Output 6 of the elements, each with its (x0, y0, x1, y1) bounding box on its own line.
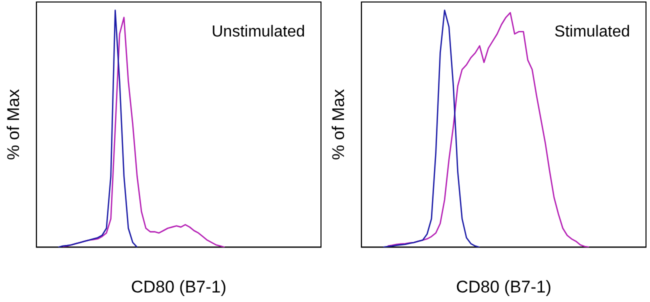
annotation: Stimulated (554, 23, 630, 40)
y-axis-title: % of Max (4, 88, 23, 160)
y-axis-title: % of Max (328, 88, 348, 160)
x-axis-title: CD80 (B7-1) (456, 277, 552, 296)
annotation: Unstimulated (212, 23, 305, 40)
x-axis-title: CD80 (B7-1) (130, 277, 226, 296)
